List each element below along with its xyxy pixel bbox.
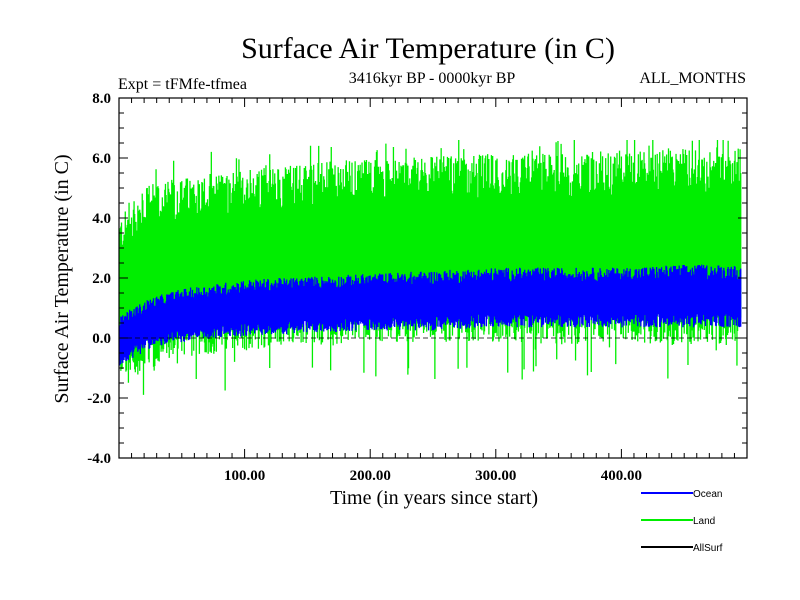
- legend: Ocean Land AllSurf: [641, 489, 723, 554]
- series-line-ocean: [118, 264, 742, 366]
- x-tick-label: 300.00: [475, 468, 516, 484]
- series-land: [118, 140, 742, 395]
- plot-area: [118, 140, 747, 395]
- series-ocean: [118, 264, 742, 366]
- chart-title: Surface Air Temperature (in C): [241, 32, 615, 65]
- y-axis-label: Surface Air Temperature (in C): [51, 154, 73, 403]
- y-tick-label: 0.0: [92, 331, 111, 347]
- y-tick-label: 2.0: [92, 271, 111, 287]
- legend-label-land: Land: [693, 516, 715, 527]
- experiment-label: Expt = tFMfe-tfmea: [118, 76, 247, 93]
- months-label: ALL_MONTHS: [639, 70, 746, 87]
- x-tick-label: 400.00: [601, 468, 642, 484]
- y-tick-label: 8.0: [92, 91, 111, 107]
- x-tick-label: 100.00: [224, 468, 265, 484]
- x-tick-label: 200.00: [350, 468, 391, 484]
- x-axis: 100.00 200.00 300.00 400.00: [131, 98, 735, 484]
- y-tick-label: -2.0: [87, 391, 111, 407]
- y-axis: 8.0 6.0 4.0 2.0 0.0 -2.0 -4.0: [87, 91, 747, 467]
- series-line-land: [118, 140, 742, 395]
- period-label: 3416kyr BP - 0000kyr BP: [349, 70, 516, 87]
- legend-label-ocean: Ocean: [693, 489, 722, 500]
- y-tick-label: 6.0: [92, 151, 111, 167]
- legend-label-allsurf: AllSurf: [693, 543, 723, 554]
- y-tick-label: -4.0: [87, 451, 111, 467]
- x-axis-label: Time (in years since start): [330, 487, 538, 509]
- y-tick-label: 4.0: [92, 211, 111, 227]
